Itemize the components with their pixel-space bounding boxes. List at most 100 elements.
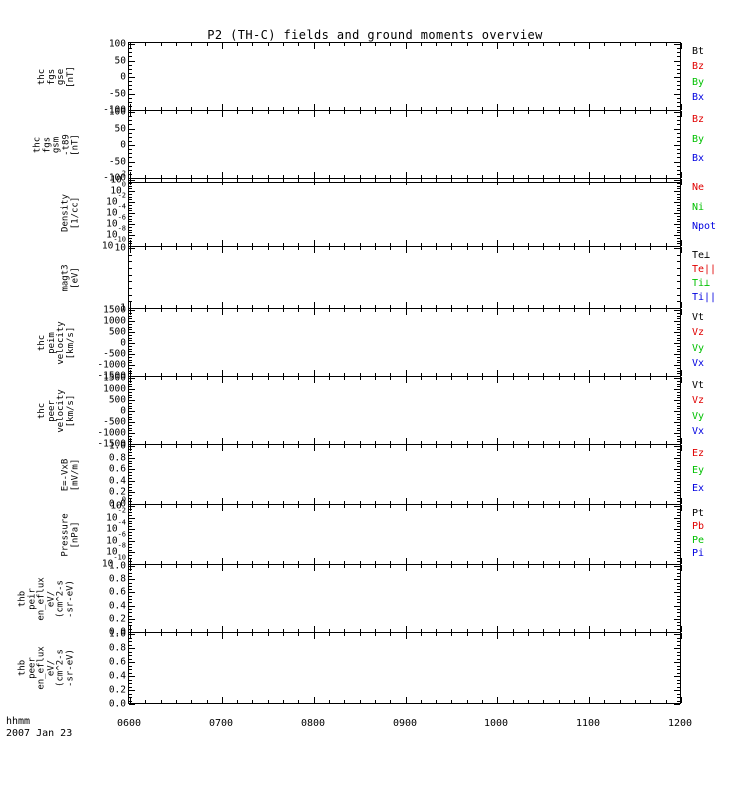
y-tick-label: -500 [103, 348, 126, 360]
y-tick-label: -1000 [97, 359, 126, 371]
plot-panel-density: 102 100 10-2 10-4 10-6 10-8 10-10 Density [1/cc] [61, 170, 682, 251]
y-tick-label: 100 [110, 180, 126, 197]
legend-item-vy: Vy [692, 411, 705, 422]
y-tick-label: 0.2 [108, 486, 126, 498]
y-tick-labels: 102 100 10-2 10-4 10-6 10-8 10-10 [83, 169, 129, 251]
y-axis-title-peim-velocity: thc peim velocity [km/s] [37, 320, 76, 365]
y-tick-label: 1.0 [108, 628, 126, 640]
y-tick-label: 1.0 [108, 560, 126, 572]
x-tick-label: 0700 [208, 718, 234, 729]
legend-item-te: Te⊥ [692, 250, 711, 261]
plot-panel-peim-velocity: 1500 1000 500 0 -500 -1000 -1500 thc peim velocit… [37, 305, 682, 381]
legend-item-pe: Pe [692, 535, 705, 546]
x-tick-marks [129, 505, 682, 564]
plot-panel-pressure: 100 10-2 10-4 10-6 10-8 10-10 Pressure [nPa] [61, 496, 682, 569]
x-tick-marks [129, 179, 682, 246]
y-tick-label: 50 [114, 123, 126, 134]
x-tick-marks [129, 111, 682, 178]
x-tick-marks [129, 445, 682, 504]
x-tick-marks [129, 247, 682, 308]
y-tick-label: -1500 [97, 370, 126, 382]
y-tick-label: 0 [120, 139, 126, 151]
y-tick-label: 100 [108, 106, 126, 118]
data-trace [129, 182, 680, 184]
y-tick-label: 0.8 [108, 452, 126, 464]
y-tick-label: 102 [110, 169, 126, 186]
plot-panel-peir-en-eflux: 1.0 0.8 0.6 0.4 0.2 0.0 thb peir en_eflux eV/(cm^… [18, 561, 682, 637]
legend-item-vt: Vt [692, 312, 705, 323]
y-tick-labels: 100 50 0 -50 -100 [83, 106, 129, 183]
legend-item-vx: Vx [692, 358, 705, 369]
y-tick-marks [129, 633, 680, 705]
legend-item-vt: Vt [692, 380, 705, 391]
y-tick-label: -100 [103, 172, 126, 184]
y-tick-label: 0.8 [108, 573, 126, 585]
legend-item-ne: Ne [692, 182, 705, 193]
plot-panel-peer-velocity: 1500 1000 500 0 -500 -1000 -1500 thc peer velocit… [37, 373, 682, 449]
y-tick-label: 10-6 [106, 530, 126, 547]
y-tick-marks [129, 565, 680, 633]
y-tick-label: 50 [114, 55, 126, 66]
legend-item-ti: Ti⊥ [692, 278, 711, 289]
time-axis-stamp: hhmm 2007 Jan 23 [6, 716, 72, 740]
y-tick-label: 100 [108, 38, 126, 50]
legend-item-bz: Bz [692, 114, 705, 125]
y-tick-label: 10-2 [106, 191, 126, 208]
y-tick-label: 10-2 [106, 506, 126, 524]
y-axis-title-magt3: magt3 [eV] [60, 263, 81, 292]
x-tick-label: 0800 [300, 718, 326, 729]
legend-item-ez: Ez [692, 448, 705, 459]
legend-item-bx: Bx [692, 92, 705, 103]
x-tick-label: 0600 [116, 718, 142, 729]
y-tick-labels: 1500 1000 500 0 -500 -1000 -1500 [83, 305, 129, 381]
y-tick-label: 10-4 [106, 202, 126, 219]
y-tick-label: 0.2 [108, 684, 126, 696]
legend-item-vy: Vy [692, 343, 705, 354]
y-tick-marks [129, 505, 680, 565]
legend-item-by: By [692, 134, 705, 145]
y-tick-label: 1000 [103, 315, 126, 327]
y-tick-labels: 100 10-2 10-4 10-6 10-8 10-10 [83, 496, 129, 569]
panel-stack: 100 50 0 -50 -100 thc fgs gse [nT] 100 50 0 -50 -100 t… [18, 39, 682, 709]
x-tick-marks [129, 43, 682, 110]
legend-item-ti: Ti|| [692, 292, 717, 303]
y-tick-label: 10-8 [106, 224, 126, 241]
y-tick-label: 10-6 [106, 213, 126, 230]
y-tick-label: 0.0 [108, 498, 126, 510]
x-tick-label: 0900 [392, 718, 418, 729]
y-tick-label: 0.0 [108, 626, 126, 638]
y-tick-labels: 1.0 0.8 0.6 0.4 0.2 0.0 [83, 441, 129, 509]
y-tick-label: -50 [108, 156, 126, 167]
y-tick-label: 500 [108, 394, 126, 406]
y-tick-label: 0.6 [108, 656, 126, 668]
y-tick-label: 0.4 [108, 670, 126, 682]
y-tick-label: -100 [103, 104, 126, 116]
y-tick-label: 1000 [103, 383, 126, 395]
y-tick-labels: 1500 1000 500 0 -500 -1000 -1500 [83, 373, 129, 449]
x-tick-label: 1100 [575, 718, 601, 729]
x-tick-marks [129, 565, 682, 632]
legend-item-pt: Pt [692, 508, 705, 519]
y-tick-label: 10-10 [101, 235, 126, 252]
y-tick-marks [129, 179, 680, 247]
y-tick-label: 0.0 [108, 698, 126, 710]
y-tick-label: 10-10 [101, 553, 126, 570]
y-axis-title-density: Density [1/cc] [60, 193, 81, 232]
legend-item-ni: Ni [692, 202, 705, 213]
x-axis-tick-labels: 0600 0700 0800 0900 1000 1100 1200 [117, 718, 692, 732]
legend-item-ex: Ex [692, 483, 705, 494]
legend-item-ey: Ey [692, 465, 705, 476]
y-tick-label: 1 [120, 302, 126, 314]
plot-panel-fgs-gsm-t89: 100 50 0 -50 -100 thc fgs gsm -t89 [nT] [32, 107, 682, 183]
y-tick-labels: 1.0 0.8 0.6 0.4 0.2 0.0 [83, 628, 129, 709]
y-axis-title-fgs-gse: thc fgs gse [nT] [37, 65, 76, 88]
y-axis-title-peir-en-eflux: thb peir en_eflux eV/(cm^2-s -sr-eV) [17, 576, 76, 621]
y-tick-label: 0.4 [108, 475, 126, 487]
legend-item-bt: Bt [692, 46, 705, 57]
x-tick-label: 1200 [667, 718, 693, 729]
x-tick-label: 1000 [483, 718, 509, 729]
x-tick-marks [129, 633, 682, 703]
legend-item-npot: Npot [692, 221, 717, 232]
y-tick-label: -1500 [97, 438, 126, 450]
